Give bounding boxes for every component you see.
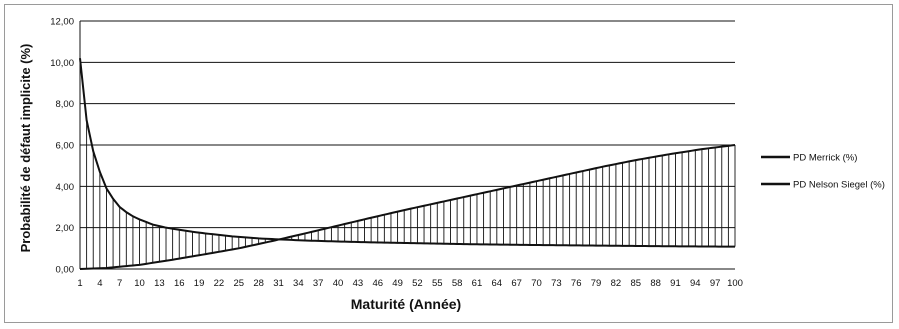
x-tick-label: 28 <box>253 278 264 289</box>
x-tick-label: 43 <box>353 278 364 289</box>
x-tick-label: 58 <box>452 278 463 289</box>
y-tick-label: 2,00 <box>56 223 75 234</box>
x-tick-label: 52 <box>412 278 423 289</box>
x-tick-label: 22 <box>214 278 225 289</box>
y-tick-label: 6,00 <box>56 141 75 152</box>
x-tick-label: 4 <box>97 278 102 289</box>
x-tick-label: 40 <box>333 278 344 289</box>
x-tick-label: 79 <box>591 278 602 289</box>
x-tick-label: 76 <box>571 278 582 289</box>
x-tick-label: 49 <box>392 278 403 289</box>
x-tick-label: 1 <box>77 278 82 289</box>
legend: PD Merrick (%) PD Nelson Siegel (%) <box>761 153 885 191</box>
legend-label: PD Merrick (%) <box>793 153 857 164</box>
series-line-merrick <box>79 58 736 248</box>
y-tick-label: 4,00 <box>56 182 75 193</box>
legend-label: PD Nelson Siegel (%) <box>793 180 885 191</box>
series-lines <box>79 58 736 270</box>
y-axis-title: Probabilité de défaut implicite (%) <box>18 44 33 253</box>
x-tick-label: 88 <box>650 278 661 289</box>
x-tick-label: 25 <box>233 278 244 289</box>
x-tick-label: 97 <box>710 278 721 289</box>
x-tick-label: 73 <box>551 278 562 289</box>
y-tick-label: 10,00 <box>50 58 74 69</box>
grid-lines <box>79 20 735 270</box>
x-tick-label: 34 <box>293 278 304 289</box>
x-tick-label: 31 <box>273 278 284 289</box>
x-tick-label: 10 <box>134 278 145 289</box>
x-tick-labels: 1 4 7 10 13 16 19 22 25 28 31 34 37 40 43 46 49 52 55 58 61 6… <box>77 278 743 289</box>
x-tick-label: 100 <box>727 278 743 289</box>
x-tick-label: 37 <box>313 278 324 289</box>
x-tick-label: 91 <box>670 278 681 289</box>
x-tick-label: 70 <box>531 278 542 289</box>
y-tick-label: 8,00 <box>56 99 75 110</box>
x-tick-label: 55 <box>432 278 443 289</box>
x-tick-label: 82 <box>611 278 622 289</box>
fill-lines <box>79 58 736 269</box>
y-tick-label: 0,00 <box>56 265 75 276</box>
x-tick-label: 85 <box>630 278 641 289</box>
x-tick-label: 46 <box>372 278 383 289</box>
x-axis-title: Maturité (Année) <box>351 296 461 312</box>
x-tick-label: 94 <box>690 278 701 289</box>
x-tick-label: 61 <box>472 278 483 289</box>
x-tick-label: 67 <box>511 278 522 289</box>
y-tick-labels: 0,00 2,00 4,00 6,00 8,00 10,00 12,00 <box>50 17 74 276</box>
series-line-nelson-siegel <box>79 144 736 270</box>
chart-frame <box>4 4 893 323</box>
x-tick-label: 64 <box>492 278 503 289</box>
x-tick-label: 16 <box>174 278 185 289</box>
x-tick-label: 19 <box>194 278 205 289</box>
x-tick-label: 13 <box>154 278 165 289</box>
y-tick-label: 12,00 <box>50 17 74 28</box>
x-tick-label: 7 <box>117 278 122 289</box>
